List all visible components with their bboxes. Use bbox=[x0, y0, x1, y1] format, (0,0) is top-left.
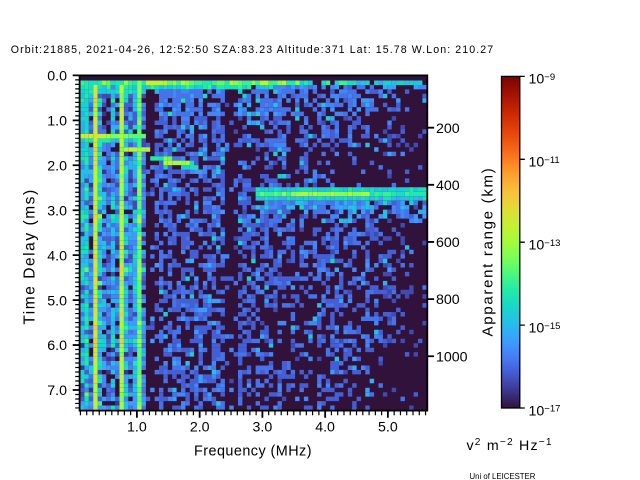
svg-text:200: 200 bbox=[436, 121, 460, 137]
svg-text:1.0: 1.0 bbox=[47, 114, 67, 130]
svg-text:Frequency (MHz): Frequency (MHz) bbox=[194, 443, 312, 459]
svg-text:2.0: 2.0 bbox=[190, 420, 210, 436]
svg-text:6.0: 6.0 bbox=[47, 338, 67, 354]
svg-text:5.0: 5.0 bbox=[378, 420, 398, 436]
svg-text:3.0: 3.0 bbox=[47, 203, 67, 219]
svg-text:0.0: 0.0 bbox=[47, 69, 67, 85]
svg-text:Uni of LEICESTER: Uni of LEICESTER bbox=[470, 472, 536, 480]
svg-text:800: 800 bbox=[436, 292, 460, 308]
svg-text:600: 600 bbox=[436, 235, 460, 251]
svg-text:Time Delay (ms): Time Delay (ms) bbox=[22, 188, 39, 324]
svg-text:4.0: 4.0 bbox=[47, 248, 67, 264]
svg-text:v2 m−2 Hz−1: v2 m−2 Hz−1 bbox=[467, 437, 553, 454]
svg-text:1000: 1000 bbox=[436, 349, 468, 365]
svg-text:2.0: 2.0 bbox=[47, 159, 67, 175]
svg-text:Orbit:21885, 2021-04-26, 12:52: Orbit:21885, 2021-04-26, 12:52:50 SZA:83… bbox=[11, 44, 495, 56]
svg-text:5.0: 5.0 bbox=[47, 293, 67, 309]
svg-text:3.0: 3.0 bbox=[253, 420, 273, 436]
svg-text:400: 400 bbox=[436, 178, 460, 194]
svg-text:Apparent range (km): Apparent range (km) bbox=[479, 167, 496, 337]
svg-text:1.0: 1.0 bbox=[127, 420, 147, 436]
svg-text:7.0: 7.0 bbox=[47, 383, 67, 399]
svg-text:4.0: 4.0 bbox=[315, 420, 335, 436]
